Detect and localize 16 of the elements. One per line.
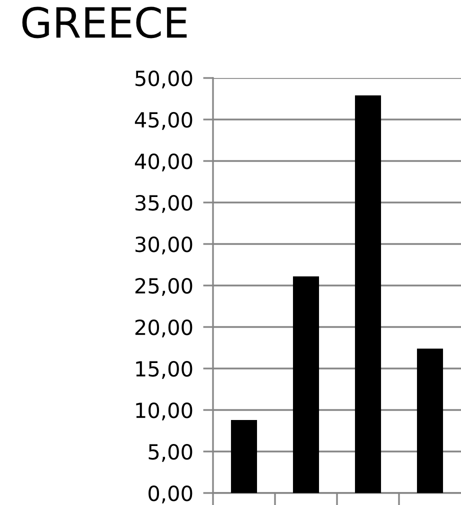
bar [230,420,258,493]
y-tick-label: 15,00 [136,360,192,379]
y-tick-label: 25,00 [135,278,192,296]
y-tick-label: 0,00 [148,485,192,504]
chart-title: GREECE [22,6,187,38]
y-tick-label: 45,00 [134,112,192,130]
y-tick-label: 5,00 [148,444,192,462]
y-tick-label: 30,00 [136,236,192,254]
y-tick-label: 35,00 [136,194,192,213]
bar [354,95,382,493]
y-tick-label: 10,00 [136,402,192,420]
bar [416,348,444,493]
y-tick-label: 40,00 [134,153,192,172]
y-tick-label: 50,00 [136,70,192,88]
bar [292,276,320,493]
y-tick-label: 20,00 [135,319,192,338]
